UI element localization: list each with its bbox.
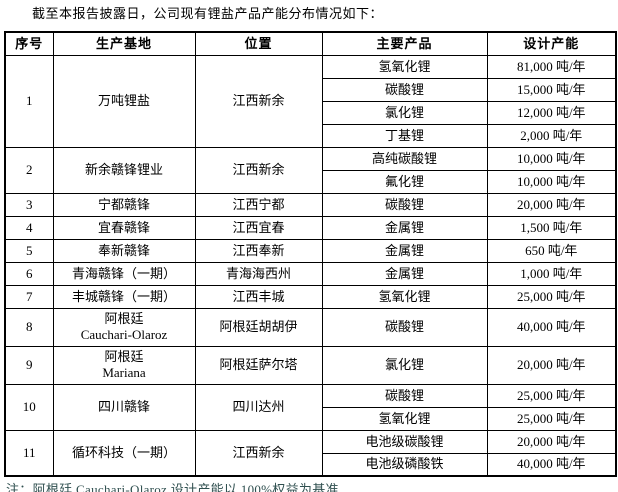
cell-capacity: 20,000 吨/年 (486, 429, 617, 454)
col-header-base: 生产基地 (52, 31, 196, 56)
cell-capacity: 25,000 吨/年 (486, 383, 617, 408)
col-header-capacity: 设计产能 (486, 31, 617, 56)
table-row: 4 宜春赣锋 江西宜春 金属锂 1,500 吨/年 (4, 215, 617, 240)
cell-no: 2 (4, 146, 54, 194)
cell-capacity: 40,000 吨/年 (486, 307, 617, 347)
base-name-line2: Cauchari-Olaroz (80, 327, 168, 342)
cell-capacity: 650 吨/年 (486, 238, 617, 263)
cell-capacity: 15,000 吨/年 (486, 77, 617, 102)
cell-location: 江西宁都 (194, 192, 323, 217)
cell-base: 宁都赣锋 (52, 192, 196, 217)
cell-no: 7 (4, 284, 54, 309)
cell-base: 青海赣锋（一期） (52, 261, 196, 286)
cell-capacity: 20,000 吨/年 (486, 192, 617, 217)
intro-text: 截至本报告披露日，公司现有锂盐产品产能分布情况如下： (32, 6, 384, 21)
col-header-product: 主要产品 (321, 31, 488, 56)
table-row: 氢氧化锂 25,000 吨/年 (5, 406, 617, 431)
cell-product: 电池级碳酸锂 (321, 429, 488, 454)
cell-location: 青海海西州 (194, 261, 323, 286)
cell-no: 1 (4, 54, 54, 148)
cell-location: 江西宜春 (194, 215, 323, 240)
cell-product: 氟化锂 (321, 169, 488, 194)
cell-location: 阿根廷胡胡伊 (194, 307, 323, 347)
cell-location: 阿根廷萨尔塔 (194, 345, 323, 385)
cell-location: 江西丰城 (194, 284, 323, 309)
cell-capacity: 10,000 吨/年 (486, 146, 617, 171)
table-row: 碳酸锂 15,000 吨/年 (5, 77, 617, 102)
table-header-row: 序号 生产基地 位置 主要产品 设计产能 (4, 31, 617, 56)
cell-product: 金属锂 (321, 261, 488, 286)
cell-capacity: 20,000 吨/年 (486, 345, 617, 385)
cell-product: 碳酸锂 (321, 307, 488, 347)
cell-capacity: 25,000 吨/年 (486, 284, 617, 309)
cell-no: 9 (4, 345, 54, 385)
cell-product: 碳酸锂 (321, 77, 488, 102)
cell-product: 氢氧化锂 (321, 54, 488, 79)
cell-product: 丁基锂 (321, 123, 488, 148)
cell-product: 氯化锂 (321, 100, 488, 125)
table-row: 2 新余赣锋锂业 江西新余 高纯碳酸锂 10,000 吨/年 (4, 146, 617, 194)
cell-capacity: 10,000 吨/年 (486, 169, 617, 194)
cell-product: 氢氧化锂 (321, 406, 488, 431)
cell-base: 阿根廷 Cauchari-Olaroz (52, 307, 196, 347)
cell-capacity: 1,000 吨/年 (486, 261, 617, 286)
cell-location: 四川达州 (194, 383, 323, 431)
cell-no: 10 (4, 383, 54, 431)
cell-base: 宜春赣锋 (52, 215, 196, 240)
cell-location: 江西新余 (194, 54, 323, 148)
cell-base: 阿根廷 Mariana (52, 345, 196, 385)
table-row: 7 丰城赣锋（一期） 江西丰城 氢氧化锂 25,000 吨/年 (4, 284, 617, 309)
table-row: 11 循环科技（一期） 江西新余 电池级碳酸锂 20,000 吨/年 (4, 429, 617, 477)
table-row: 氟化锂 10,000 吨/年 (5, 169, 617, 194)
cell-base: 丰城赣锋（一期） (52, 284, 196, 309)
table-row: 3 宁都赣锋 江西宁都 碳酸锂 20,000 吨/年 (4, 192, 617, 217)
cell-product: 金属锂 (321, 238, 488, 263)
table-row: 5 奉新赣锋 江西奉新 金属锂 650 吨/年 (4, 238, 617, 263)
cell-no: 5 (4, 238, 54, 263)
cell-no: 6 (4, 261, 54, 286)
cell-base: 新余赣锋锂业 (52, 146, 196, 194)
cell-product: 碳酸锂 (321, 192, 488, 217)
base-name-line2: Mariana (102, 365, 146, 380)
base-name-line1: 阿根廷 (104, 349, 144, 364)
table-row: 1 万吨锂盐 江西新余 氢氧化锂 81,000 吨/年 (4, 54, 617, 148)
col-header-no: 序号 (4, 31, 54, 56)
table-row: 8 阿根廷 Cauchari-Olaroz 阿根廷胡胡伊 碳酸锂 40,000 … (4, 307, 617, 347)
cell-location: 江西新余 (194, 146, 323, 194)
cell-base: 四川赣锋 (52, 383, 196, 431)
capacity-table: 序号 生产基地 位置 主要产品 设计产能 1 万吨锂盐 江西新余 氢氧化锂 81… (4, 31, 617, 477)
cell-product: 金属锂 (321, 215, 488, 240)
cell-base: 奉新赣锋 (52, 238, 196, 263)
table-row: 9 阿根廷 Mariana 阿根廷萨尔塔 氯化锂 20,000 吨/年 (4, 345, 617, 385)
cell-no: 11 (4, 429, 54, 477)
cell-base: 万吨锂盐 (52, 54, 196, 148)
cell-product: 氯化锂 (321, 345, 488, 385)
cell-capacity: 40,000 吨/年 (486, 452, 617, 477)
cell-capacity: 1,500 吨/年 (486, 215, 617, 240)
base-name-line1: 阿根廷 (104, 311, 144, 326)
cell-no: 8 (4, 307, 54, 347)
cell-base: 循环科技（一期） (52, 429, 196, 477)
table-row: 10 四川赣锋 四川达州 碳酸锂 25,000 吨/年 (4, 383, 617, 431)
cell-capacity: 2,000 吨/年 (486, 123, 617, 148)
table-row: 丁基锂 2,000 吨/年 (5, 123, 617, 148)
col-header-location: 位置 (194, 31, 323, 56)
cell-capacity: 25,000 吨/年 (486, 406, 617, 431)
cell-product: 高纯碳酸锂 (321, 146, 488, 171)
cell-no: 4 (4, 215, 54, 240)
cell-product: 电池级磷酸铁 (321, 452, 488, 477)
cell-no: 3 (4, 192, 54, 217)
cell-location: 江西新余 (194, 429, 323, 477)
cell-product: 氢氧化锂 (321, 284, 488, 309)
cell-location: 江西奉新 (194, 238, 323, 263)
table-row: 电池级磷酸铁 40,000 吨/年 (5, 452, 617, 477)
cell-capacity: 12,000 吨/年 (486, 100, 617, 125)
table-row: 6 青海赣锋（一期） 青海海西州 金属锂 1,000 吨/年 (4, 261, 617, 286)
note-text: 注：阿根廷 Cauchari-Olaroz 设计产能以 100%权益为基准 (6, 482, 339, 492)
cell-product: 碳酸锂 (321, 383, 488, 408)
cell-capacity: 81,000 吨/年 (486, 54, 617, 79)
